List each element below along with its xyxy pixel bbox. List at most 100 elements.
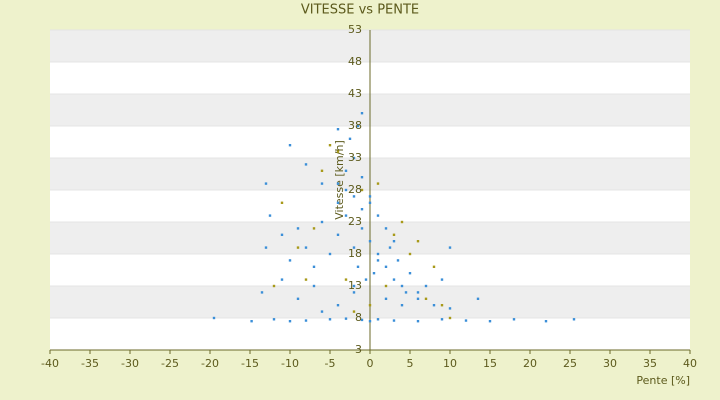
data-point: [400, 284, 404, 288]
data-point: [448, 246, 452, 249]
data-point: [360, 208, 364, 211]
x-axis-label: Pente [%]: [636, 374, 690, 387]
data-point: [344, 278, 348, 281]
x-tick-label: 35: [643, 357, 657, 370]
data-point: [384, 227, 388, 230]
data-point: [328, 318, 332, 321]
x-tick-label: -15: [241, 357, 259, 370]
data-point: [440, 278, 444, 281]
data-point: [408, 252, 412, 256]
data-point: [440, 304, 444, 307]
data-point: [304, 319, 308, 322]
y-tick-label: 53: [348, 23, 362, 36]
data-point: [336, 150, 340, 153]
data-point: [360, 227, 364, 230]
data-point: [356, 124, 360, 128]
data-point: [304, 246, 308, 249]
y-tick-label: 23: [348, 215, 362, 228]
data-point: [352, 310, 356, 313]
data-point: [376, 318, 380, 321]
data-point: [320, 182, 324, 185]
data-point: [432, 265, 436, 268]
y-tick-label: 43: [348, 87, 362, 100]
data-point: [296, 227, 300, 230]
data-point: [320, 169, 324, 172]
data-point: [464, 319, 468, 322]
data-point: [288, 144, 292, 147]
x-tick-label: 10: [443, 357, 457, 370]
data-point: [352, 195, 356, 198]
data-point: [296, 297, 300, 300]
data-point: [304, 163, 308, 166]
x-tick-label: -20: [201, 357, 219, 370]
x-tick-label: -30: [121, 357, 139, 370]
data-point: [400, 220, 404, 224]
y-tick-label: 18: [348, 247, 362, 260]
data-point: [328, 252, 332, 256]
data-point: [344, 214, 348, 217]
chart-title: VITESSE vs PENTE: [301, 3, 419, 18]
data-point: [384, 297, 388, 300]
data-point: [312, 227, 316, 230]
data-point: [260, 291, 264, 294]
data-point: [320, 220, 324, 224]
data-point: [416, 297, 420, 300]
data-point: [288, 320, 292, 323]
data-point: [416, 240, 420, 243]
data-point: [336, 128, 340, 131]
y-tick-label: 28: [348, 183, 362, 196]
data-point: [264, 182, 268, 185]
data-point: [360, 318, 364, 322]
data-point: [352, 284, 356, 288]
data-point: [572, 318, 576, 321]
data-point: [512, 318, 516, 321]
data-point: [344, 188, 348, 192]
data-point: [448, 307, 452, 310]
data-point: [360, 112, 364, 115]
data-point: [396, 259, 400, 262]
data-point: [344, 169, 348, 172]
data-point: [280, 233, 284, 236]
y-tick-label: 33: [348, 151, 362, 164]
data-point: [432, 304, 436, 307]
data-point: [328, 144, 332, 147]
data-point: [352, 156, 356, 160]
data-point: [280, 278, 284, 281]
data-point: [352, 291, 356, 294]
data-point: [392, 233, 396, 236]
data-point: [344, 317, 348, 320]
data-point: [384, 265, 388, 268]
data-point: [336, 182, 340, 185]
data-point: [488, 320, 492, 323]
data-point: [272, 318, 276, 321]
data-point: [372, 272, 376, 275]
data-point: [376, 214, 380, 217]
data-point: [320, 310, 324, 313]
data-point: [544, 320, 548, 323]
x-tick-label: -25: [161, 357, 179, 370]
data-point: [392, 278, 396, 281]
x-tick-label: 5: [407, 357, 414, 370]
data-point: [336, 201, 340, 204]
x-tick-label: 0: [367, 357, 374, 370]
data-point: [416, 320, 420, 323]
data-point: [360, 176, 364, 179]
data-point: [296, 246, 300, 249]
x-tick-label: 15: [483, 357, 497, 370]
data-point: [476, 297, 480, 300]
data-point: [268, 214, 272, 217]
x-tick-label: -10: [281, 357, 299, 370]
data-point: [448, 316, 452, 320]
data-point: [360, 188, 364, 192]
data-point: [212, 316, 216, 320]
data-point: [336, 304, 340, 307]
data-point: [384, 284, 388, 288]
data-point: [304, 278, 308, 281]
data-point: [356, 265, 360, 268]
data-point: [376, 252, 380, 256]
x-tick-label: -5: [325, 357, 336, 370]
data-point: [404, 291, 408, 294]
data-point: [424, 284, 428, 288]
